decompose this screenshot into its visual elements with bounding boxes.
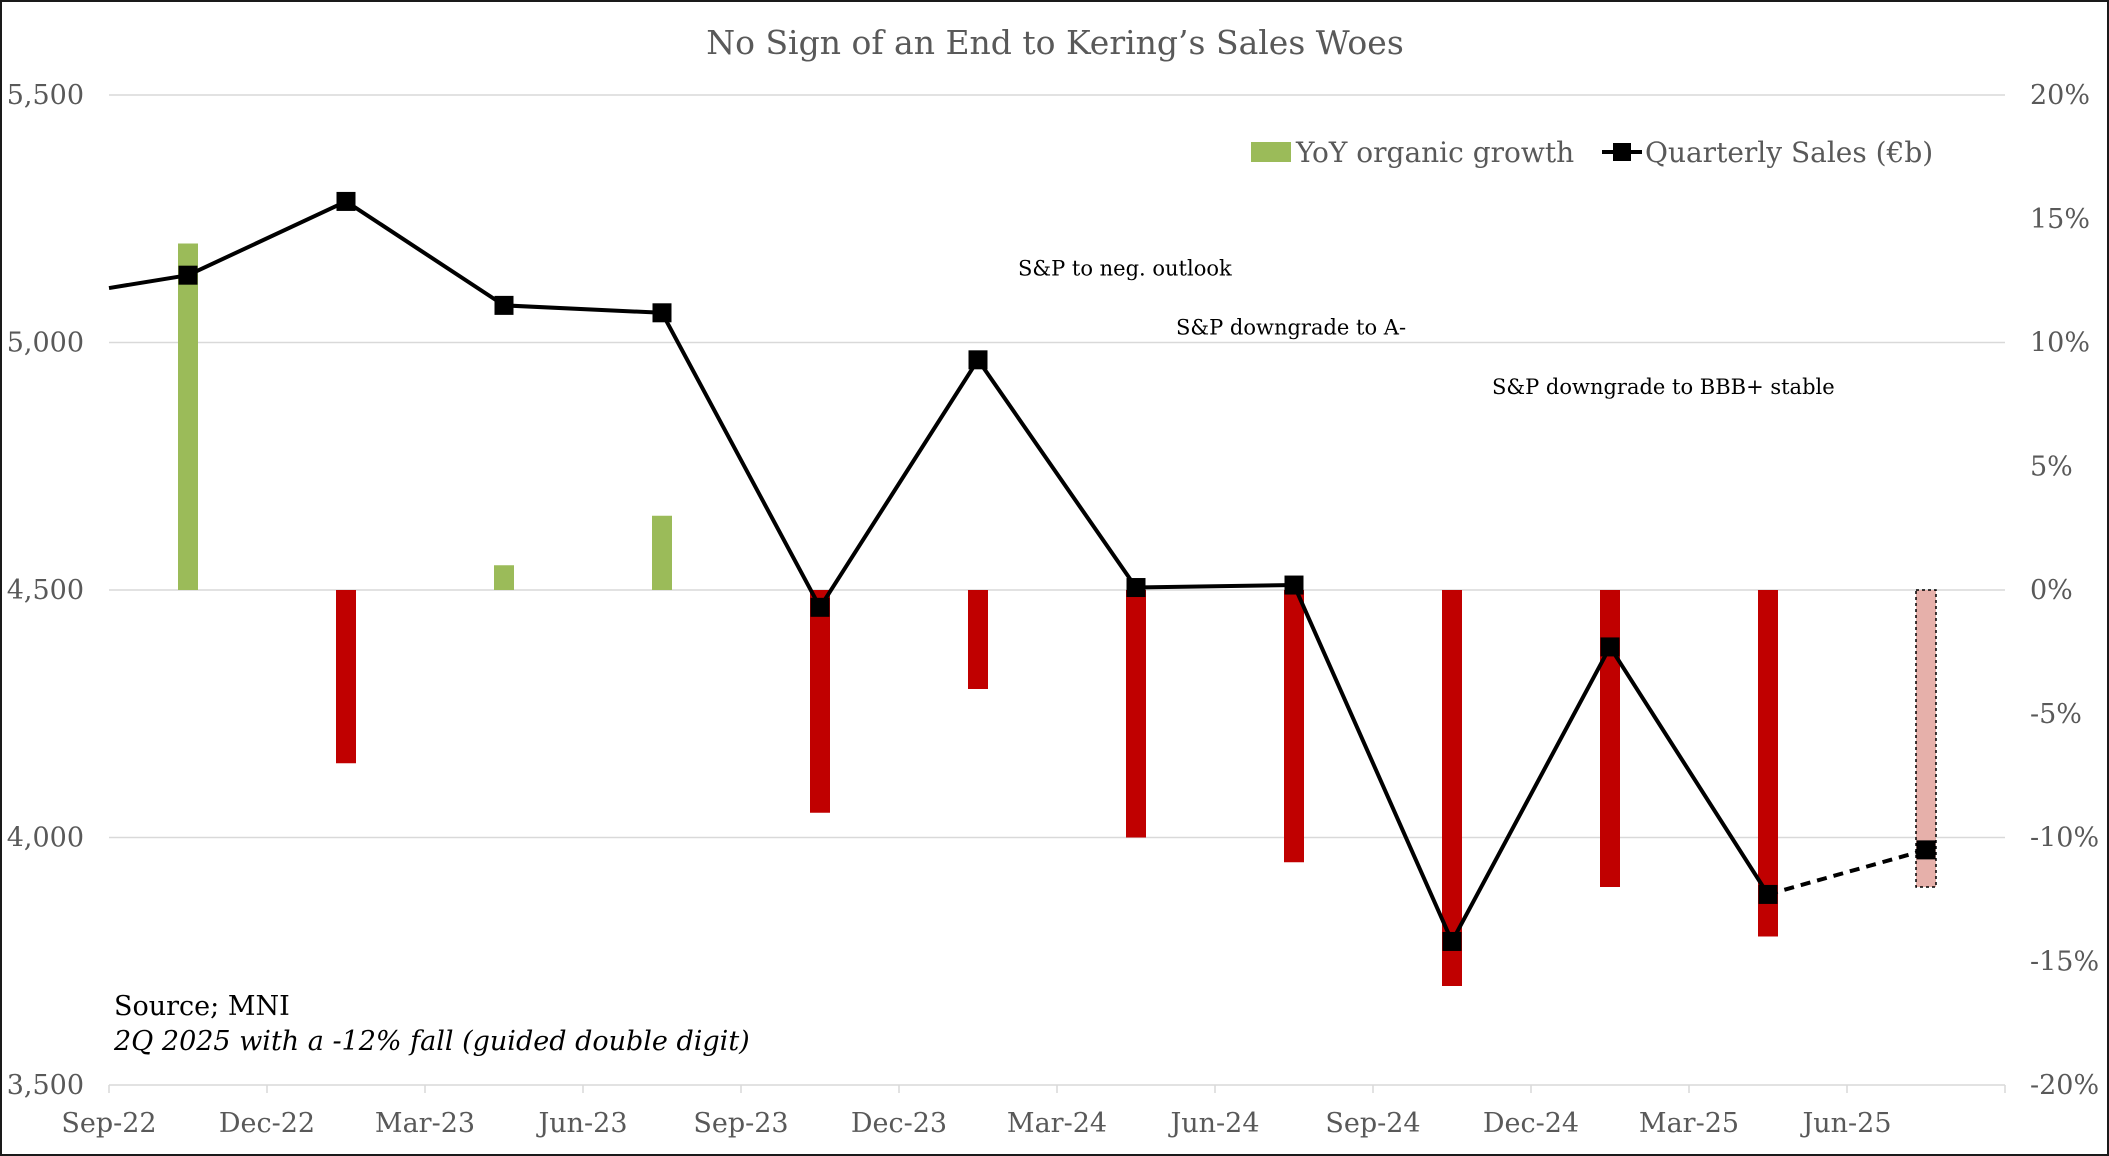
left-axis-tick-label: 5,000 [7,328,84,359]
x-tick-label: Mar-24 [1007,1108,1107,1139]
legend-sales-marker [1613,143,1631,161]
sales-line-dashed [1767,847,1927,897]
sales-line-solid [108,199,1770,944]
x-tick-label: Jun-25 [1799,1108,1891,1139]
sales-marker [1600,637,1620,657]
x-tick-label: Mar-25 [1639,1108,1739,1139]
source-note: Source; MNI [114,991,290,1022]
growth-bar [810,590,830,813]
right-axis-tick-label: -10% [2030,823,2099,854]
left-axis-tick-label: 3,500 [7,1070,84,1101]
right-axis-tick-label: -15% [2030,946,2099,977]
growth-bar [1284,590,1304,863]
right-axis-tick-label: -5% [2030,699,2082,730]
sales-marker [494,295,514,315]
growth-bar [178,243,198,590]
right-axis-tick-label: -20% [2030,1070,2099,1101]
sales-marker [1916,840,1936,860]
x-tick-label: Sep-22 [61,1108,156,1139]
x-tick-label: Sep-24 [1325,1108,1420,1139]
legend-sales-label: Quarterly Sales (€b) [1645,136,1933,169]
right-axis-tick-label: 0% [2030,575,2073,606]
legend-growth-swatch [1251,142,1291,162]
gridlines [109,94,2005,1086]
sales-marker [1126,578,1146,598]
annotations: S&P to neg. outlook S&P downgrade to A- S&… [1018,256,1835,399]
annotation-text: S&P to neg. outlook [1018,256,1232,280]
x-tick-label: Dec-24 [1483,1108,1579,1139]
growth-bars [178,243,1937,986]
right-axis-tick-label: 10% [2030,328,2090,359]
growth-bar [1126,590,1146,838]
x-tick-label: Dec-22 [219,1108,315,1139]
annotation-text: S&P downgrade to A- [1176,316,1406,340]
growth-bar [968,590,988,689]
growth-bar-guided [1915,589,1937,888]
growth-bar [652,515,672,590]
x-tick-label: Mar-23 [375,1108,475,1139]
growth-bar [336,590,356,764]
axes: 3,500 4,000 4,500 5,000 5,500 -20% -15% -10% -5%… [7,80,2099,1139]
right-axis-tick-label: 20% [2030,80,2090,111]
x-tick-label: Sep-23 [693,1108,788,1139]
legend-growth-label: YoY organic growth [1295,136,1574,169]
sales-line [108,191,1936,951]
sales-marker [1284,575,1304,595]
annotation-text: S&P downgrade to BBB+ stable [1492,375,1835,399]
x-tick-label: Jun-23 [535,1108,627,1139]
right-axis-tick-label: 5% [2030,451,2073,482]
x-tick-label: Jun-24 [1167,1108,1259,1139]
sales-marker [652,303,672,323]
sales-marker [968,350,988,370]
sales-marker [178,265,198,285]
chart-title: No Sign of an End to Kering’s Sales Woes [706,23,1404,62]
legend: YoY organic growth Quarterly Sales (€b) [1251,136,1933,169]
left-axis-tick-label: 5,500 [7,80,84,111]
sales-marker [810,597,830,617]
growth-bar [1600,590,1620,887]
x-tick-label: Dec-23 [851,1108,947,1139]
sales-marker [1758,884,1778,904]
growth-bar [494,565,514,590]
right-axis-tick-label: 15% [2030,204,2090,235]
sales-marker [1442,931,1462,951]
left-axis-tick-label: 4,000 [7,823,84,854]
growth-bar [1442,590,1462,986]
growth-bar [1758,590,1778,937]
left-axis-tick-label: 4,500 [7,575,84,606]
sales-marker [336,191,356,211]
guidance-note: 2Q 2025 with a -12% fall (guided double … [113,1026,750,1057]
